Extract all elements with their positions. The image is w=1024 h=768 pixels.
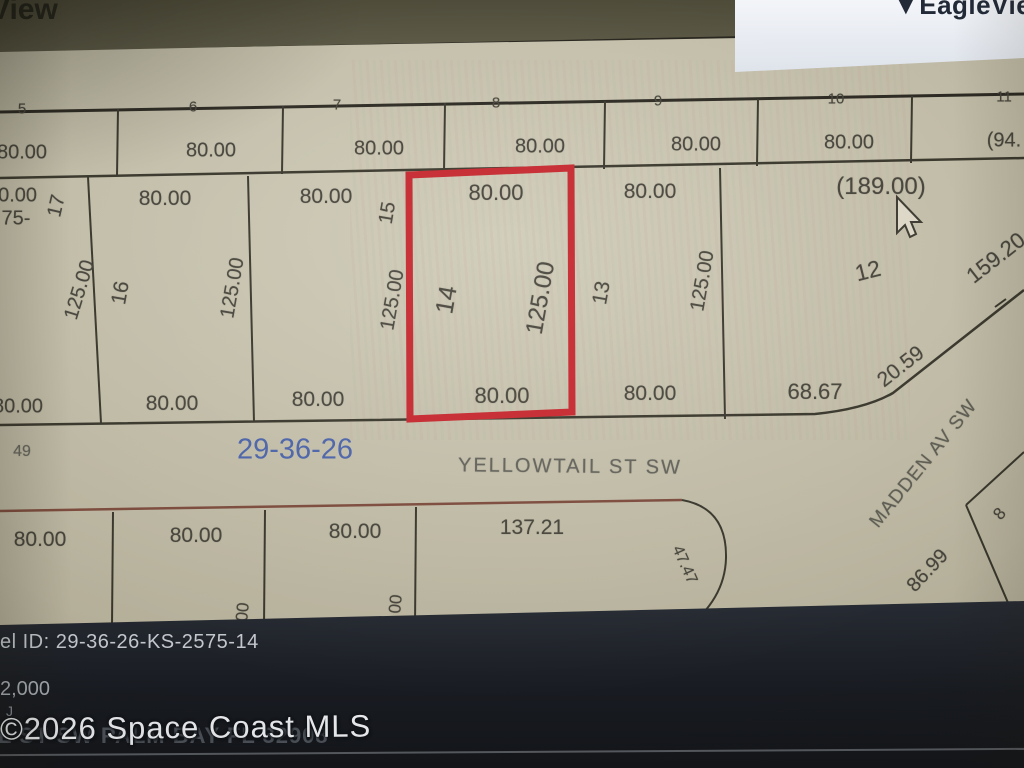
plat-map-canvas[interactable] <box>0 26 1024 626</box>
lot-15-number: 15 <box>374 200 401 226</box>
listing-info-bar: el ID: 29-36-26-KS-2575-14 2,000 J L ST … <box>0 601 1024 768</box>
mouse-cursor <box>896 194 924 239</box>
lot-9-width: 80.00 <box>670 133 722 156</box>
yellowtail-south-line <box>0 498 683 513</box>
lot-7-width: 80.00 <box>353 137 405 160</box>
edge-dimension-fragment: 00 <box>385 593 406 615</box>
bottom-row-lot-boundaries <box>111 506 417 627</box>
lot-17-number: 17 <box>43 192 70 220</box>
lot-8-width: 80.00 <box>514 135 566 158</box>
price-text: 2,000 <box>0 678 51 700</box>
lot-13-number: 13 <box>588 279 615 307</box>
survey-tick <box>994 298 1007 308</box>
lot-17-width-top: 80.00 <box>0 184 38 207</box>
yellowtail-north-line <box>0 289 1024 427</box>
view-menu-label[interactable]: View <box>0 0 58 26</box>
street-name-yellowtail: YELLOWTAIL ST SW <box>457 454 683 479</box>
lot-14-width-top: 80.00 <box>468 180 524 205</box>
parcel-id-text: el ID: 29-36-26-KS-2575-14 <box>0 631 259 653</box>
footer-divider <box>0 747 1024 757</box>
section-township-range: 29-36-26 <box>236 433 354 466</box>
lot-11-number: 11 <box>996 88 1012 106</box>
lot-16-width-top: 80.00 <box>138 187 192 210</box>
lot-12-width-bottom: 68.67 <box>787 379 843 404</box>
lot-12-width-top: (189.00) <box>836 173 926 200</box>
madden-south-edge <box>965 451 1024 506</box>
top-row-lot-boundaries <box>116 95 913 177</box>
lot-9-number: 9 <box>653 92 663 110</box>
south-lot-width-4: 137.21 <box>499 516 565 539</box>
south-lot-width-3: 80.00 <box>328 520 382 543</box>
lot-15-width-top: 80.00 <box>299 185 353 208</box>
lot-6-number: 6 <box>188 98 198 116</box>
lot-10-number: 10 <box>827 90 845 108</box>
mls-copyright: ©2026 Space Coast MLS <box>0 708 372 747</box>
south-lot-width-1: 80.00 <box>13 528 67 551</box>
mid-row-lot-boundaries <box>87 167 726 424</box>
block-top-line <box>0 92 1024 114</box>
lot-10-width: 80.00 <box>823 131 875 154</box>
lot-16-number: 16 <box>107 279 134 307</box>
lot-15-width-bottom: 80.00 <box>291 388 345 411</box>
road-marker-49: 49 <box>13 443 31 460</box>
lot-5-number: 5 <box>17 100 27 118</box>
lot-14-number: 14 <box>430 283 463 317</box>
lot-5-width: 80.00 <box>0 141 48 164</box>
lot-16-width-bottom: 80.00 <box>145 392 199 415</box>
lot-17-width-bottom: 80.00 <box>0 395 44 418</box>
lot-13-width-top: 80.00 <box>623 180 677 203</box>
lot-6-width: 80.00 <box>185 139 237 162</box>
address-watermark: L ST SW PALM BAY FL 32908 <box>0 723 329 748</box>
browser-panel: ▼EagleVie <box>735 0 1024 72</box>
south-lot-width-2: 80.00 <box>169 524 223 547</box>
selected-parcel-outline[interactable] <box>405 164 576 423</box>
plat-number-fragment: 75- <box>1 207 31 230</box>
lot-8-number: 8 <box>491 94 501 112</box>
lot-7-number: 7 <box>332 96 342 114</box>
lot-13-width-bottom: 80.00 <box>623 382 677 405</box>
text-fragment: J <box>6 703 13 719</box>
eagleview-link[interactable]: ▼EagleVie <box>893 0 1024 20</box>
lot-11-width: (94. <box>986 129 1022 152</box>
lot-14-width-bottom: 80.00 <box>474 383 530 408</box>
